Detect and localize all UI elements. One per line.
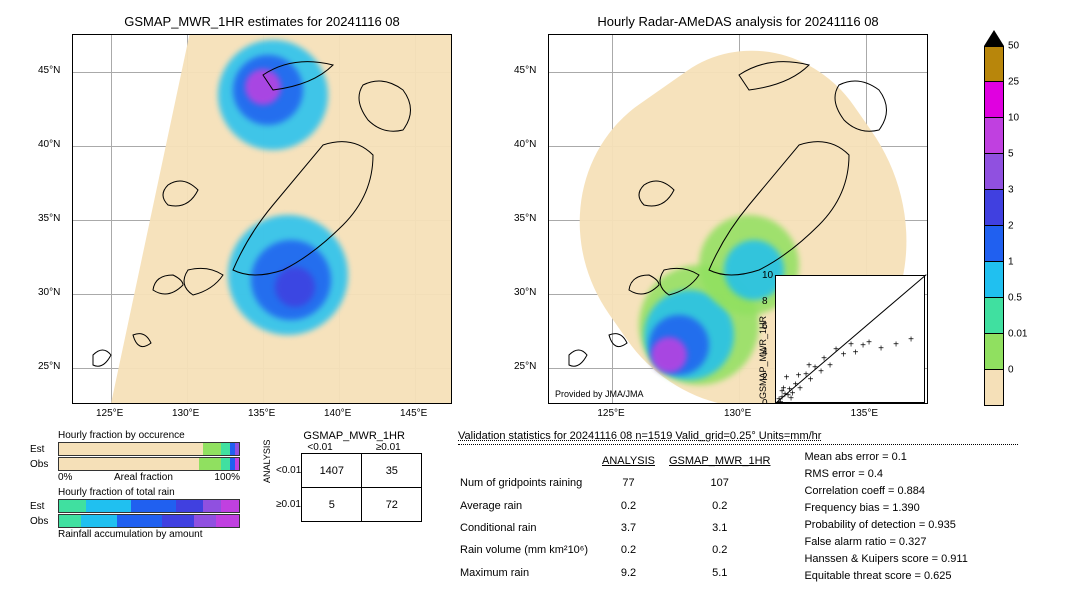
contingency-table: GSMAP_MWR_1HR<0.01≥0.01ANALYSIS<0.01≥0.0…: [262, 430, 422, 522]
scatter-inset: 00224466881010ANALYSISGSMAP_MWR_1HR+++++…: [775, 275, 925, 403]
colorbar-tick: 1: [1008, 257, 1014, 268]
colorbar-tick: 0: [1008, 365, 1014, 376]
lon-label: 140°E: [324, 408, 351, 419]
colorbar-tick: 3: [1008, 185, 1014, 196]
colorbar-tick: 0.5: [1008, 293, 1022, 304]
lat-label: 40°N: [38, 139, 60, 150]
fraction-bars: Hourly fraction by occurenceEstObs0%Area…: [30, 430, 240, 540]
provider-label: Provided by JMA/JMA: [555, 389, 644, 399]
lon-label: 125°E: [96, 408, 123, 419]
lon-label: 135°E: [851, 408, 878, 419]
colorbar-tick: 50: [1008, 41, 1019, 52]
satellite-source-label: DMSP-F16 SSMIS: [451, 372, 452, 401]
lat-label: 35°N: [514, 213, 536, 224]
left-map-panel: DMSP-F16 SSMIS: [72, 34, 452, 404]
colorbar-tick: 25: [1008, 77, 1019, 88]
colorbar-tick: 0.01: [1008, 329, 1027, 340]
page: GSMAP_MWR_1HR estimates for 20241116 08 …: [0, 0, 1080, 612]
lon-label: 130°E: [172, 408, 199, 419]
lat-label: 30°N: [514, 287, 536, 298]
colorbar-tick: 2: [1008, 221, 1014, 232]
colorbar-tick: 5: [1008, 149, 1014, 160]
lon-label: 125°E: [597, 408, 624, 419]
lat-label: 25°N: [514, 361, 536, 372]
lat-label: 45°N: [514, 65, 536, 76]
lat-label: 30°N: [38, 287, 60, 298]
right-map-title: Hourly Radar-AMeDAS analysis for 2024111…: [548, 14, 928, 29]
lat-label: 45°N: [38, 65, 60, 76]
lon-label: 130°E: [724, 408, 751, 419]
lon-label: 145°E: [400, 408, 427, 419]
lon-label: 135°E: [248, 408, 275, 419]
right-map-panel: Provided by JMA/JMA 00224466881010ANALYSI…: [548, 34, 928, 404]
lat-label: 40°N: [514, 139, 536, 150]
lat-label: 25°N: [38, 361, 60, 372]
colorbar: 50251053210.50.010: [984, 30, 1004, 406]
scatter-ylabel: GSMAP_MWR_1HR: [758, 316, 768, 399]
validation-stats: Validation statistics for 20241116 08 n=…: [458, 430, 1058, 585]
left-map-title: GSMAP_MWR_1HR estimates for 20241116 08: [72, 14, 452, 29]
lat-label: 35°N: [38, 213, 60, 224]
colorbar-tick: 10: [1008, 113, 1019, 124]
